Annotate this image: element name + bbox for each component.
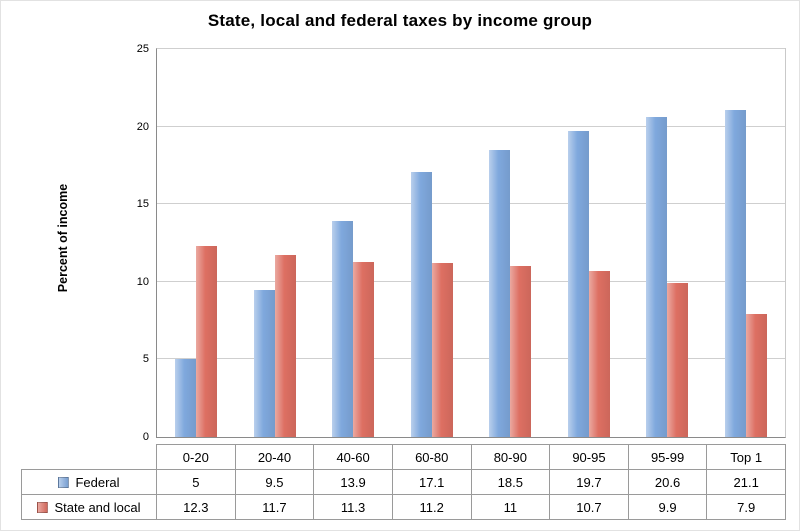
legend-cell-state-local: State and local [21, 494, 157, 520]
value-cell-federal-95-99: 20.6 [627, 469, 708, 495]
series-row-state-local: State and local 12.3 11.7 11.3 11.2 11 10.7 9.9… [21, 494, 786, 520]
legend-cell-federal: Federal [21, 469, 157, 495]
category-cell-20-40: 20-40 [234, 444, 315, 470]
y-tick-label: 15 [136, 198, 149, 211]
chart-title: State, local and federal taxes by income… [207, 11, 593, 30]
bar-group-95-99 [628, 49, 707, 437]
y-tick-label: 20 [136, 120, 149, 133]
bar-group-20-40 [236, 49, 315, 437]
value-cell-state-local-90-95: 10.7 [549, 494, 629, 520]
bar-group-90-95 [550, 49, 629, 437]
gridline [157, 358, 785, 360]
state-local-bar-90-95 [588, 270, 610, 437]
state-local-bar-0-20 [196, 246, 218, 437]
federal-bar-90-95 [567, 131, 589, 437]
value-cell-federal-20-40: 9.5 [234, 469, 315, 495]
category-cell-0-20: 0-20 [156, 444, 236, 470]
bar-group-60-80 [393, 49, 472, 437]
state-local-bar-40-60 [353, 261, 375, 437]
value-cell-federal-0-20: 5 [156, 469, 236, 495]
bar-group-0-20 [157, 49, 236, 437]
gridlines: 0 5 10 15 20 25 [137, 43, 785, 443]
series-name: Federal [75, 474, 120, 490]
y-tick-label: 25 [136, 43, 149, 55]
value-cell-federal-60-80: 17.1 [391, 469, 472, 495]
state-local-bar-Top 1 [745, 314, 767, 437]
value-cell-state-local-80-90: 11 [470, 494, 551, 520]
federal-legend-swatch [58, 476, 70, 488]
state-local-bar-95-99 [667, 283, 689, 437]
category-cell-60-80: 60-80 [391, 444, 472, 470]
federal-bar-0-20 [175, 359, 197, 437]
y-tick-label: 5 [142, 353, 149, 366]
category-row: 0-20 20-40 40-60 60-80 80-90 90-95 95-99 Top 1 [21, 444, 786, 470]
value-cell-federal-Top 1: 21.1 [706, 469, 786, 495]
y-axis-label: Percent of income [56, 183, 70, 293]
state-local-bar-60-80 [431, 263, 453, 437]
bars [157, 49, 785, 437]
blank-cell [21, 444, 157, 470]
value-cell-state-local-95-99: 9.9 [627, 494, 708, 520]
bar-group-80-90 [471, 49, 550, 437]
federal-bar-95-99 [646, 117, 668, 437]
federal-bar-Top 1 [724, 109, 746, 437]
category-cell-Top 1: Top 1 [706, 444, 786, 470]
category-cell-40-60: 40-60 [313, 444, 393, 470]
value-cell-state-local-0-20: 12.3 [156, 494, 236, 520]
y-tick-label: 10 [136, 275, 149, 288]
plot-area: 0 5 10 15 20 25 [137, 43, 786, 443]
y-tick-label: 0 [142, 431, 149, 443]
gridline [157, 280, 785, 282]
bar-group-40-60 [314, 49, 393, 437]
federal-bar-80-90 [489, 149, 511, 437]
gridline [157, 125, 785, 127]
value-cell-state-local-60-80: 11.2 [391, 494, 472, 520]
gridline [157, 48, 785, 49]
state-local-bar-80-90 [510, 266, 532, 437]
bar-group-Top 1 [707, 49, 786, 437]
value-cell-state-local-Top 1: 7.9 [706, 494, 786, 520]
series-name: State and local [54, 499, 141, 515]
value-cell-federal-80-90: 18.5 [470, 469, 551, 495]
value-cell-state-local-40-60: 11.3 [313, 494, 393, 520]
federal-bar-60-80 [410, 171, 432, 437]
category-cell-95-99: 95-99 [627, 444, 708, 470]
value-cell-state-local-20-40: 11.7 [234, 494, 315, 520]
value-cell-federal-40-60: 13.9 [313, 469, 393, 495]
series-row-federal: Federal 5 9.5 13.9 17.1 18.5 19.7 20.6 21.1 [21, 469, 786, 495]
federal-bar-40-60 [332, 221, 354, 437]
federal-bar-20-40 [253, 289, 275, 437]
gridline [157, 203, 785, 205]
state-local-bar-20-40 [274, 255, 296, 437]
value-cell-federal-90-95: 19.7 [549, 469, 629, 495]
category-cell-90-95: 90-95 [549, 444, 629, 470]
category-cell-80-90: 80-90 [470, 444, 551, 470]
state-local-legend-swatch [37, 501, 49, 513]
